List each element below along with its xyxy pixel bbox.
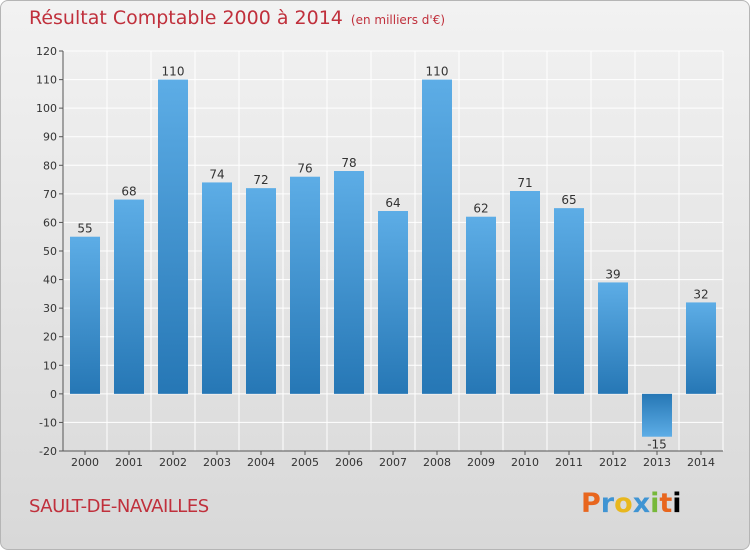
x-tick-label: 2001 <box>115 456 143 469</box>
logo-letter: i <box>650 488 660 519</box>
y-tick-label: 40 <box>43 274 57 287</box>
bar <box>158 79 188 394</box>
bar <box>422 79 452 394</box>
bar <box>686 302 716 394</box>
bar <box>466 216 496 394</box>
data-label: -15 <box>647 438 667 452</box>
x-tick-label: 2004 <box>247 456 275 469</box>
logo-letter: i <box>672 488 682 519</box>
x-tick-label: 2002 <box>159 456 187 469</box>
y-tick-label: 70 <box>43 188 57 201</box>
x-tick-label: 2006 <box>335 456 363 469</box>
bar <box>202 182 232 394</box>
y-tick-label: 80 <box>43 159 57 172</box>
y-tick-label: -20 <box>39 445 57 458</box>
logo-letter: x <box>632 488 651 519</box>
y-tick-label: 10 <box>43 359 57 372</box>
x-tick-label: 2003 <box>203 456 231 469</box>
x-tick-label: 2005 <box>291 456 319 469</box>
y-tick-label: 20 <box>43 331 57 344</box>
data-label: 65 <box>561 193 576 207</box>
chart-subtitle: (en milliers d'€) <box>350 13 446 27</box>
proxiti-logo: Proxiti <box>581 488 682 519</box>
data-label: 55 <box>77 222 92 236</box>
x-tick-label: 2013 <box>643 456 671 469</box>
y-tick-label: 110 <box>36 74 57 87</box>
y-tick-label: 60 <box>43 216 57 229</box>
data-label: 71 <box>517 176 532 190</box>
x-tick-label: 2009 <box>467 456 495 469</box>
x-tick-label: 2008 <box>423 456 451 469</box>
y-tick-label: 50 <box>43 245 57 258</box>
logo-letter: o <box>614 488 633 519</box>
bar <box>378 211 408 394</box>
bar <box>642 393 672 437</box>
bar <box>554 208 584 394</box>
data-label: 72 <box>253 173 268 187</box>
x-tick-label: 2011 <box>555 456 583 469</box>
y-tick-label: 30 <box>43 302 57 315</box>
data-label: 78 <box>341 156 356 170</box>
bar <box>598 282 628 394</box>
data-label: 76 <box>297 162 312 176</box>
y-tick-label: 90 <box>43 131 57 144</box>
bar <box>510 191 540 394</box>
logo-letter: P <box>581 488 601 519</box>
bar <box>334 171 364 394</box>
logo-letter: t <box>659 488 673 519</box>
x-tick-label: 2000 <box>71 456 99 469</box>
y-tick-label: -10 <box>39 416 57 429</box>
data-label: 74 <box>209 167 224 181</box>
bar <box>114 199 144 394</box>
bar <box>246 188 276 394</box>
bar <box>70 236 100 394</box>
chart-title: Résultat Comptable 2000 à 2014 (en millie… <box>29 7 445 29</box>
data-label: 110 <box>426 65 449 79</box>
data-label: 62 <box>473 202 488 216</box>
logo-letter: r <box>600 488 615 519</box>
data-label: 68 <box>121 185 136 199</box>
x-tick-label: 2007 <box>379 456 407 469</box>
chart-title-text: Résultat Comptable 2000 à 2014 <box>29 7 343 29</box>
x-tick-label: 2014 <box>687 456 715 469</box>
x-tick-label: 2012 <box>599 456 627 469</box>
x-tick-label: 2010 <box>511 456 539 469</box>
y-tick-label: 100 <box>36 102 57 115</box>
y-tick-label: 0 <box>50 388 57 401</box>
bar <box>290 176 320 394</box>
y-tick-label: 120 <box>36 45 57 58</box>
data-label: 32 <box>693 287 708 301</box>
data-label: 39 <box>605 267 620 281</box>
commune-name: SAULT-DE-NAVAILLES <box>29 496 209 517</box>
data-label: 110 <box>162 65 185 79</box>
data-label: 64 <box>385 196 400 210</box>
